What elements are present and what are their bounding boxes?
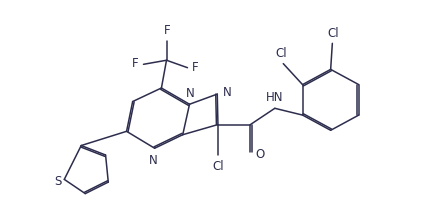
Text: Cl: Cl <box>276 47 288 60</box>
Text: F: F <box>164 24 171 37</box>
Text: F: F <box>192 61 199 73</box>
Text: S: S <box>54 175 61 188</box>
Text: Cl: Cl <box>213 160 224 173</box>
Text: N: N <box>224 86 232 99</box>
Text: Cl: Cl <box>327 27 339 40</box>
Text: N: N <box>149 154 157 167</box>
Text: F: F <box>132 57 139 70</box>
Text: O: O <box>255 148 264 161</box>
Text: HN: HN <box>265 91 283 104</box>
Text: N: N <box>186 87 195 100</box>
